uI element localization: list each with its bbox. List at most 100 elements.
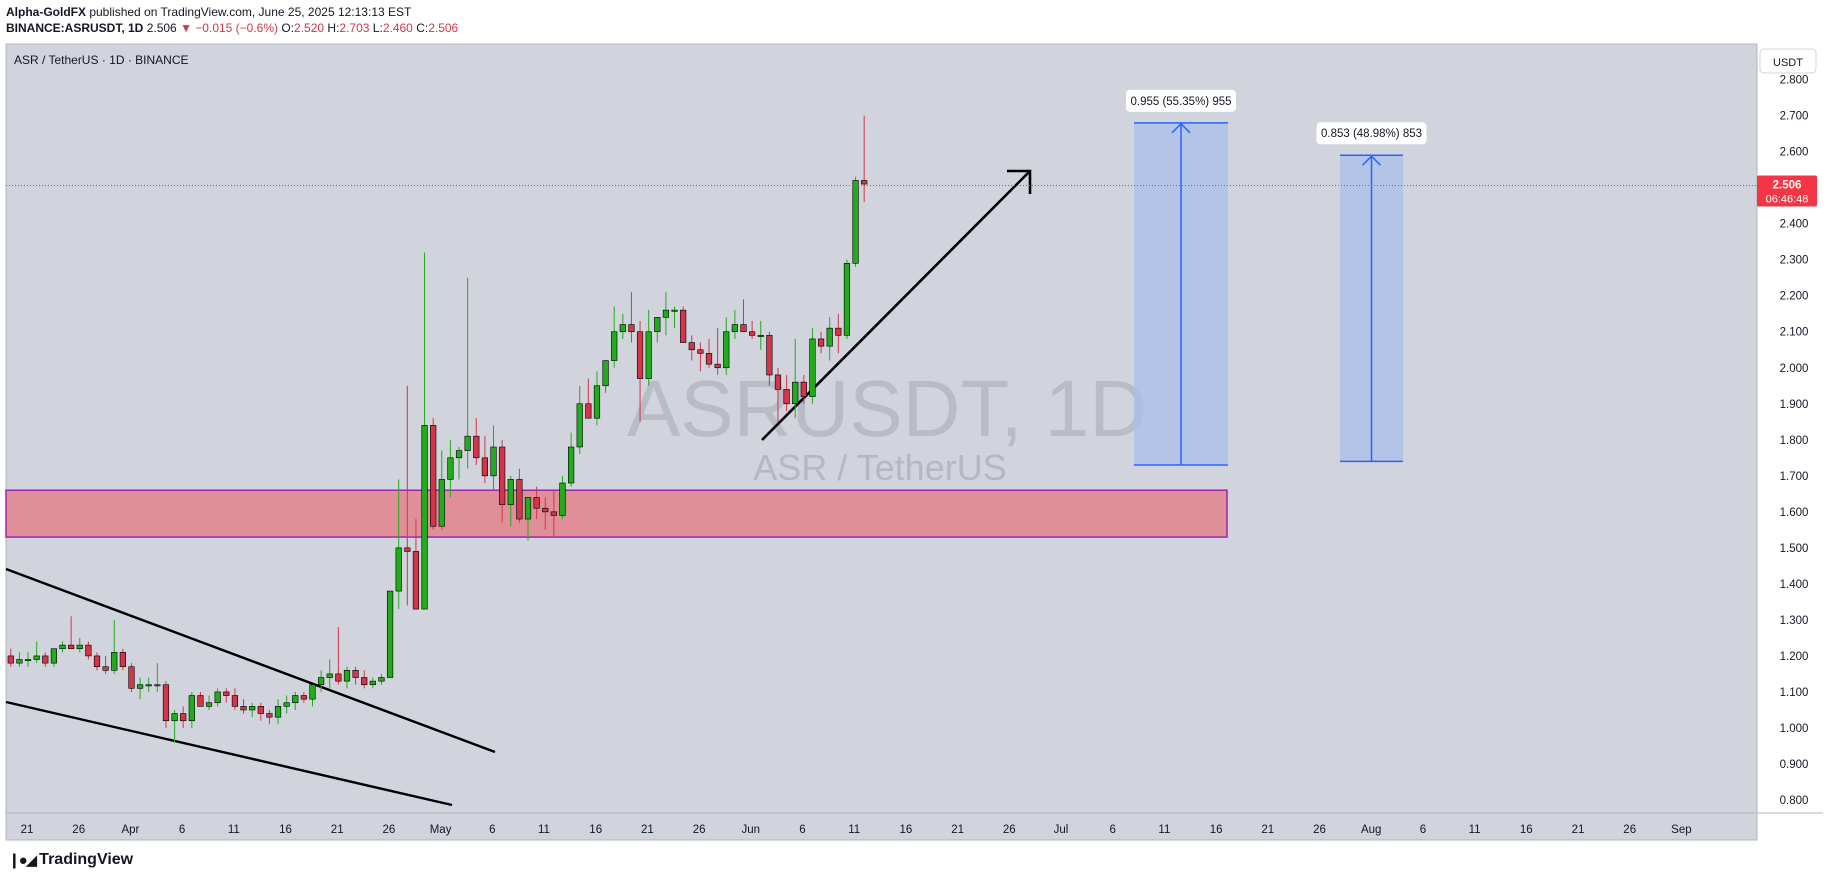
candle-body[interactable] [809,338,816,397]
author-name[interactable]: Alpha-GoldFX [6,5,86,19]
candle-body[interactable] [499,446,506,505]
candle-body[interactable] [318,677,325,686]
candle-body[interactable] [602,360,609,387]
candle-body[interactable] [137,684,144,689]
candle-body[interactable] [671,309,678,312]
support-zone[interactable] [5,489,1228,538]
candle-body[interactable] [292,695,299,704]
candle-body[interactable] [567,446,575,484]
candle-body[interactable] [283,702,290,707]
candle-body[interactable] [42,655,49,664]
plot-area[interactable] [5,43,1758,841]
candle-body[interactable] [507,479,514,505]
candle-body[interactable] [111,652,118,671]
candle-body[interactable] [128,666,135,689]
candle-body[interactable] [438,479,445,527]
candle-body[interactable] [697,349,704,354]
candle-body[interactable] [783,389,790,405]
candle-body[interactable] [240,706,247,711]
candle-body[interactable] [593,385,601,419]
candle-body[interactable] [619,324,626,333]
candle-body[interactable] [412,551,420,610]
candle-body[interactable] [24,659,32,662]
candle-body[interactable] [628,324,635,333]
candle-body[interactable] [688,342,695,351]
time-axis[interactable]: 21 26 Apr 6 11 16 21 26 May 6 11 16 21 26 Jun 6 11 16 21 26… [21,824,1692,836]
candle-body[interactable] [705,353,713,365]
candle-body[interactable] [154,684,161,687]
candle-body[interactable] [817,338,825,347]
candle-body[interactable] [542,507,549,513]
candle-body[interactable] [576,403,583,448]
candle-body[interactable] [257,706,264,714]
candle-body[interactable] [473,435,480,459]
candle-body[interactable] [585,403,592,419]
candle-body[interactable] [395,547,402,592]
candle-body[interactable] [826,327,833,347]
candle-body[interactable] [50,648,57,664]
candle-body[interactable] [464,435,471,451]
candle-body[interactable] [774,374,782,390]
candle-body[interactable] [352,670,359,678]
candle-body[interactable] [455,450,463,459]
candle-body[interactable] [249,706,256,711]
candle-body[interactable] [266,713,273,718]
candle-body[interactable] [611,331,618,361]
candle-body[interactable] [792,381,799,405]
candle-body[interactable] [430,425,437,527]
candle-body[interactable] [516,479,523,520]
candle-body[interactable] [326,673,333,678]
candle-body[interactable] [645,331,652,379]
candle-body[interactable] [188,695,195,722]
wedge-upper-line[interactable] [5,567,496,754]
price-axis[interactable]: 2.8002.7002.6002.5002.4002.3002.2002.100… [1780,75,1809,807]
candle-body[interactable] [662,309,670,318]
candle-body[interactable] [740,324,747,333]
candle-body[interactable] [180,713,187,722]
candle-body[interactable] [119,652,126,668]
candle-body[interactable] [843,263,851,336]
tradingview-logo[interactable]: ❙●◢ TradingView [8,851,133,869]
candle-body[interactable] [852,180,859,264]
candle-body[interactable] [680,309,687,343]
candle-body[interactable] [481,457,489,477]
candle-body[interactable] [274,706,282,718]
candle-body[interactable] [76,644,83,650]
candle-body[interactable] [223,691,230,696]
candle-body[interactable] [800,381,807,397]
candle-body[interactable] [757,335,764,337]
candle-body[interactable] [102,666,109,671]
candle-body[interactable] [16,659,23,664]
candle-body[interactable] [309,684,316,700]
candle-body[interactable] [85,644,92,657]
candle-body[interactable] [559,482,566,516]
candle-body[interactable] [205,702,213,707]
currency-button[interactable]: USDT [1759,48,1817,74]
candle-body[interactable] [300,695,307,700]
candle-body[interactable] [7,655,14,664]
wedge-lower-line[interactable] [5,700,453,807]
candle-body[interactable] [421,425,428,610]
candle-body[interactable] [386,590,394,678]
candle-body[interactable] [33,655,40,660]
candle-body[interactable] [197,695,204,707]
candle-body[interactable] [335,673,342,682]
candle-body[interactable] [723,331,730,369]
candle-body[interactable] [93,655,101,668]
candle-body[interactable] [654,317,661,333]
candle-body[interactable] [636,331,644,379]
candle-body[interactable] [369,680,376,686]
candle-body[interactable] [714,363,721,369]
candle-body[interactable] [214,691,221,704]
candle-body[interactable] [447,457,454,480]
candle-body[interactable] [766,335,773,376]
candle-body[interactable] [145,684,152,687]
candle-body[interactable] [490,446,497,477]
candle-body[interactable] [404,547,411,552]
candle-body[interactable] [343,670,351,682]
candle-body[interactable] [378,677,385,682]
candle-body[interactable] [731,324,738,333]
candle-body[interactable] [171,713,178,722]
candles-layer[interactable] [7,115,868,743]
